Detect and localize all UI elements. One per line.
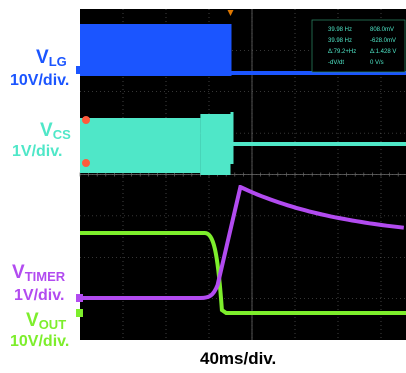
vcs-edge: [230, 112, 234, 164]
vtimer-ground-marker: [76, 294, 83, 302]
readout-left-value: 39.98 Hz: [328, 27, 352, 33]
vtimer-trace-label: VTIMER: [12, 263, 65, 283]
vcs-subscript: CS: [52, 127, 71, 142]
readout-box: [311, 19, 406, 73]
vcs-name: V: [40, 120, 53, 141]
vtimer-subscript: TIMER: [24, 269, 66, 284]
time-scale-label: 40ms/div.: [200, 349, 277, 368]
vout-ground-marker: [76, 309, 83, 317]
vout-line: [80, 231, 406, 315]
graticule: [79, 9, 406, 340]
vlg-switching-band: [80, 24, 231, 76]
readout-right-value: 808.0mV: [370, 27, 394, 33]
vcs-bottom-marker: [82, 159, 90, 167]
channel-markers: [76, 10, 234, 317]
vcs-scale-label: 1V/div.: [12, 143, 63, 160]
vlg-ground-marker: [76, 66, 83, 74]
vtimer-name: V: [12, 262, 25, 283]
vlg-scale-label: 10V/div.: [10, 72, 70, 89]
vcs-top-marker: [82, 116, 90, 124]
vtimer-line: [80, 185, 405, 300]
vlg-trace-label: VLG: [36, 48, 67, 68]
vout-subscript: OUT: [38, 317, 67, 332]
vlg-name: V: [36, 47, 49, 68]
vout-name: V: [26, 310, 39, 331]
measurement-readout: 39.98 Hz 808.0mV 39.98 Hz -628.0mV Δ:79.2+Hz…: [311, 19, 406, 73]
vcs-band-peak: [200, 114, 231, 175]
vlg-off-level: [230, 71, 406, 75]
readout-right-value: -628.0mV: [370, 38, 396, 44]
vlg-subscript: LG: [48, 54, 67, 69]
waveforms: [80, 24, 406, 315]
readout-right-value: 0 V/s: [370, 60, 384, 66]
vcs-off-level: [233, 142, 406, 146]
vout-trace-label: VOUT: [26, 311, 66, 331]
vout-scale-label: 10V/div.: [10, 333, 70, 350]
readout-left-value: -dV/dt: [328, 60, 344, 66]
readout-left-value: 39.98 Hz: [328, 38, 352, 44]
vcs-trace-label: VCS: [40, 121, 71, 141]
vtimer-scale-label: 1V/div.: [14, 287, 65, 304]
readout-right-value: Δ:1.428 V: [370, 49, 396, 55]
readout-left-value: Δ:79.2+Hz: [328, 49, 356, 55]
vcs-band: [80, 118, 201, 173]
trigger-marker: [227, 10, 234, 16]
